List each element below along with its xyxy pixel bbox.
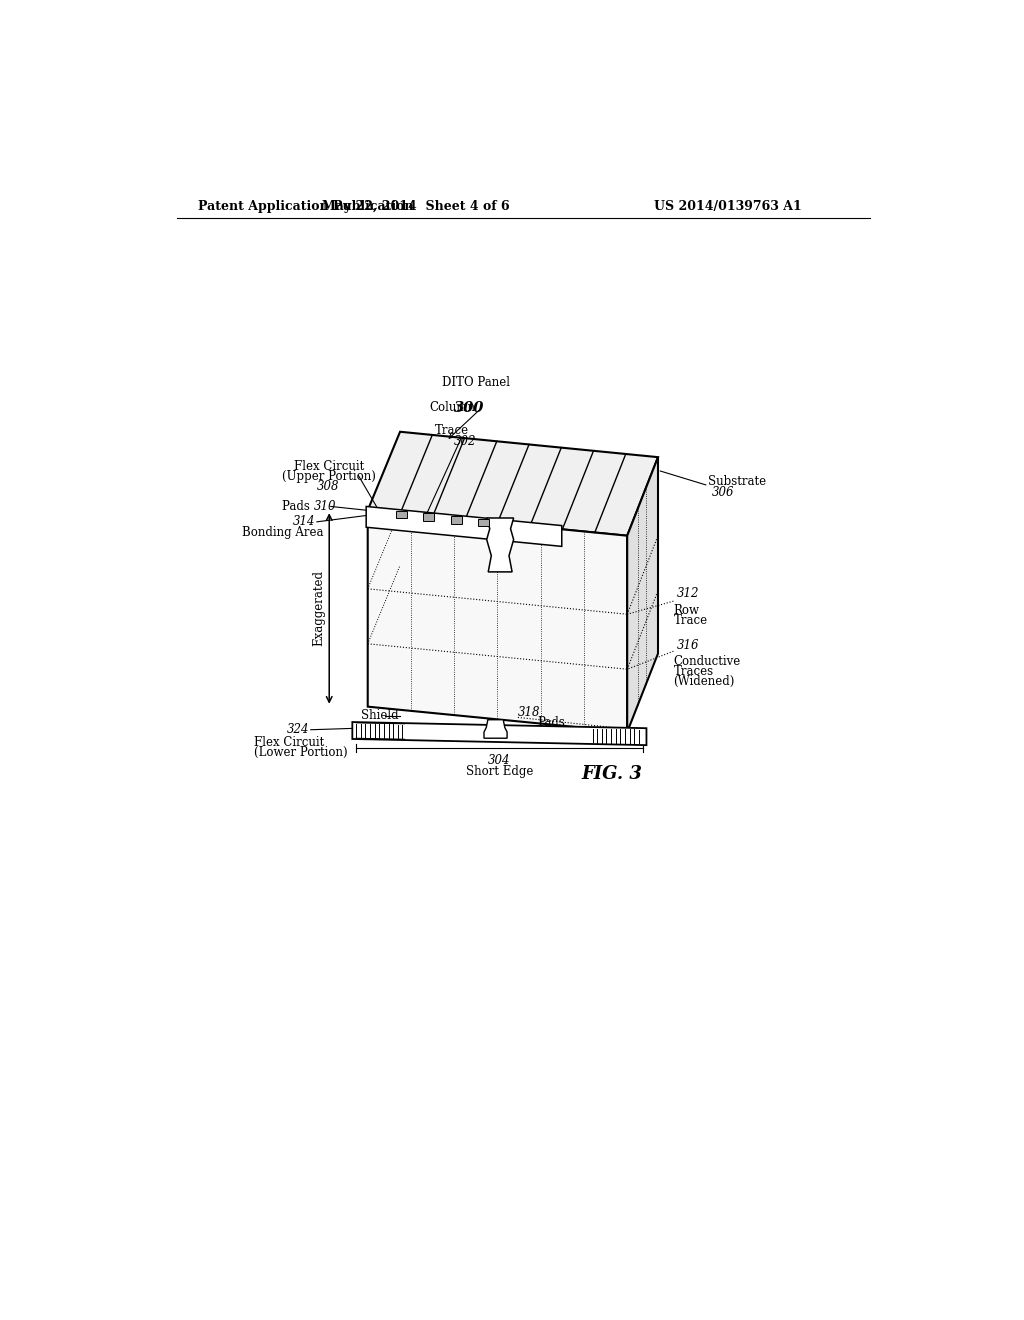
Text: Bonding Area: Bonding Area xyxy=(243,527,324,539)
Polygon shape xyxy=(451,516,462,524)
Text: 308: 308 xyxy=(316,480,339,492)
Text: Trace: Trace xyxy=(674,614,708,627)
Text: 316: 316 xyxy=(677,639,699,652)
Text: 310: 310 xyxy=(313,500,336,513)
Text: (Upper Portion): (Upper Portion) xyxy=(283,470,376,483)
Text: 324: 324 xyxy=(287,723,309,737)
Text: Pads: Pads xyxy=(283,500,313,513)
Text: Exaggerated: Exaggerated xyxy=(312,570,326,647)
Polygon shape xyxy=(368,511,628,733)
Text: (Widened): (Widened) xyxy=(674,675,735,688)
Text: DITO Panel: DITO Panel xyxy=(441,376,510,389)
Text: US 2014/0139763 A1: US 2014/0139763 A1 xyxy=(654,199,802,213)
Text: 300: 300 xyxy=(455,401,484,414)
Text: Row: Row xyxy=(674,605,699,618)
Text: 312: 312 xyxy=(677,587,699,601)
Text: Conductive: Conductive xyxy=(674,655,740,668)
Text: Column: Column xyxy=(429,401,475,414)
Text: Substrate: Substrate xyxy=(708,475,766,488)
Text: 306: 306 xyxy=(712,486,734,499)
Text: 302: 302 xyxy=(454,434,476,447)
Polygon shape xyxy=(486,517,514,572)
Polygon shape xyxy=(352,722,646,744)
Text: (Lower Portion): (Lower Portion) xyxy=(254,746,347,759)
Text: 304: 304 xyxy=(488,755,511,767)
Text: Traces: Traces xyxy=(674,665,714,678)
Text: Flex Circuit: Flex Circuit xyxy=(294,459,365,473)
Text: Flex Circuit: Flex Circuit xyxy=(254,735,324,748)
Text: Short Edge: Short Edge xyxy=(466,766,534,779)
Text: FIG. 3: FIG. 3 xyxy=(582,766,642,783)
Polygon shape xyxy=(368,432,658,536)
Polygon shape xyxy=(367,507,562,546)
Polygon shape xyxy=(396,511,407,519)
Text: 318: 318 xyxy=(518,706,541,719)
Text: Shield: Shield xyxy=(360,709,398,722)
Text: 314: 314 xyxy=(293,515,315,528)
Polygon shape xyxy=(484,719,507,738)
Text: Patent Application Publication: Patent Application Publication xyxy=(199,199,414,213)
Text: May 22, 2014  Sheet 4 of 6: May 22, 2014 Sheet 4 of 6 xyxy=(322,199,509,213)
Text: Pads: Pads xyxy=(538,715,565,729)
Polygon shape xyxy=(478,519,488,527)
Polygon shape xyxy=(423,513,434,521)
Polygon shape xyxy=(628,457,658,733)
Text: Trace: Trace xyxy=(435,424,469,437)
